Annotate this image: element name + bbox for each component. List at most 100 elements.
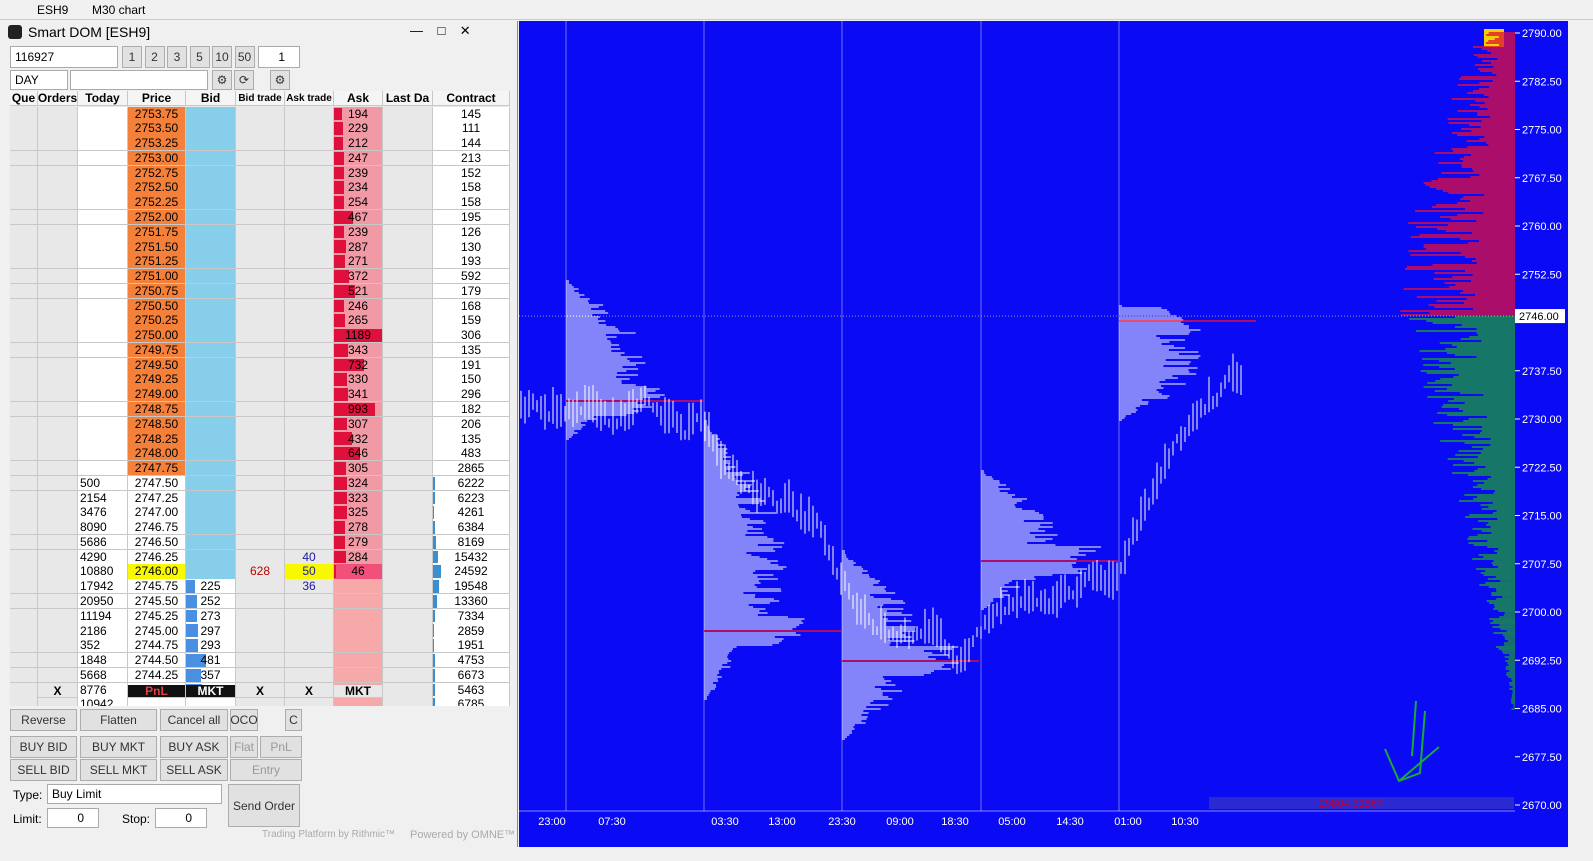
today-value: 500 [80, 475, 101, 490]
order-button[interactable]: SELL MKT [80, 759, 157, 781]
dom-cell [186, 254, 236, 270]
dom-cell: 195 [433, 209, 510, 226]
qty-button[interactable]: 10 [212, 46, 232, 68]
dom-cell: 2750.25 [128, 313, 186, 329]
price-value: 2746.00 [134, 564, 179, 579]
order-button[interactable]: Entry [230, 759, 302, 781]
ask-bar [334, 550, 346, 564]
settings-button[interactable]: ⚙ [270, 70, 290, 90]
dom-cell [383, 579, 433, 595]
dom-cell: 2751.50 [128, 239, 186, 255]
dom-cell [285, 534, 334, 551]
price-value: 2744.50 [134, 653, 179, 668]
dom-cell [236, 342, 285, 359]
qty-button[interactable]: 50 [234, 46, 255, 68]
footer-button[interactable]: X [285, 685, 334, 699]
order-button[interactable]: SELL ASK [160, 759, 228, 781]
footer-button[interactable]: MKT [334, 685, 383, 699]
dom-cell: 265 [334, 313, 383, 329]
footer-button[interactable]: X [236, 685, 285, 699]
price-value: 2752.75 [134, 165, 179, 180]
dom-cell: 432 [334, 431, 383, 447]
dom-cell [186, 283, 236, 299]
dom-cell [236, 372, 285, 388]
refresh-button[interactable]: ⟳ [234, 70, 254, 90]
dom-cell: 254 [334, 195, 383, 211]
limit-input[interactable]: 0 [47, 808, 99, 828]
order-button[interactable]: PnL [260, 736, 302, 758]
contract-value: 111 [461, 121, 481, 136]
order-button[interactable]: OCO [230, 709, 258, 731]
dom-cell [38, 224, 78, 240]
order-button[interactable]: Flat [230, 736, 258, 758]
qty-button[interactable]: 1 [122, 46, 142, 68]
ask-bar [334, 358, 364, 372]
dom-cell [186, 564, 236, 580]
dom-cell: 284 [334, 549, 383, 565]
ask-bar [334, 388, 348, 401]
dom-cell [10, 416, 38, 432]
price-value: 2747.50 [134, 475, 179, 490]
ask-bar [334, 461, 347, 475]
footer-button[interactable]: MKT [186, 685, 236, 699]
dom-cell: 2186 [78, 623, 128, 639]
dom-cell [10, 534, 38, 551]
order-button[interactable]: Flatten [80, 709, 157, 731]
chart-drawing [519, 21, 1515, 811]
dom-cell [78, 416, 128, 432]
price-tick-label: 2782.50 [1522, 76, 1562, 88]
ask-value: 467 [347, 210, 369, 224]
column-header: Price [128, 91, 186, 106]
stop-input[interactable]: 0 [155, 808, 207, 828]
order-button[interactable]: Cancel all [160, 709, 228, 731]
tif-select[interactable]: DAY [10, 70, 68, 90]
settings-button[interactable]: ⚙ [212, 70, 232, 90]
app-icon [8, 25, 22, 39]
dom-cell [383, 549, 433, 565]
chart-type[interactable]: M30 chart [92, 3, 146, 17]
send-order-button[interactable]: Send Order [228, 784, 300, 827]
dom-cell [285, 150, 334, 167]
order-button[interactable]: BUY BID [10, 736, 77, 758]
order-button[interactable]: C [285, 709, 302, 731]
dom-cell [10, 697, 38, 706]
column-header: Que [10, 91, 38, 106]
today-value: 4290 [80, 549, 107, 564]
type-select[interactable]: Buy Limit [47, 784, 222, 804]
blank-select[interactable] [70, 70, 208, 90]
qty-button[interactable]: 5 [189, 46, 210, 68]
symbol[interactable]: ESH9 [37, 3, 69, 17]
bid-bar [186, 594, 197, 608]
ask-value: 212 [347, 136, 369, 151]
dom-cell [10, 490, 38, 506]
order-button[interactable]: SELL BID [10, 759, 77, 781]
price-value: 2748.50 [134, 416, 179, 431]
bid-bar [186, 609, 198, 623]
order-button[interactable]: BUY MKT [80, 736, 157, 758]
ask-bar [334, 166, 344, 180]
dom-cell: 2751.75 [128, 224, 186, 240]
dom-cell: 2752.75 [128, 165, 186, 181]
dom-cell: 6785 [433, 697, 510, 706]
dom-cell: 152 [433, 165, 510, 181]
contract-bar [433, 476, 435, 490]
dom-cell [383, 697, 433, 706]
annotation-arrow [1384, 700, 1440, 783]
contract-value: 152 [460, 165, 482, 180]
ask-bar [334, 329, 382, 342]
qty-button[interactable]: 2 [144, 46, 165, 68]
dom-cell: 343 [334, 342, 383, 359]
qty-input[interactable]: 1 [258, 46, 300, 68]
order-button[interactable]: BUY ASK [160, 736, 228, 758]
dom-cell [236, 667, 285, 684]
footer-button[interactable]: X [38, 685, 78, 699]
account-select[interactable]: 116927 [10, 46, 118, 68]
qty-button[interactable]: 3 [167, 46, 187, 68]
dom-cell [38, 401, 78, 418]
order-button[interactable]: Reverse [10, 709, 77, 731]
window-controls[interactable]: ― □ ✕ [410, 23, 471, 38]
footer-button[interactable]: PnL [128, 685, 186, 699]
dom-cell [383, 416, 433, 432]
dom-cell [285, 387, 334, 403]
dom-cell [38, 460, 78, 477]
